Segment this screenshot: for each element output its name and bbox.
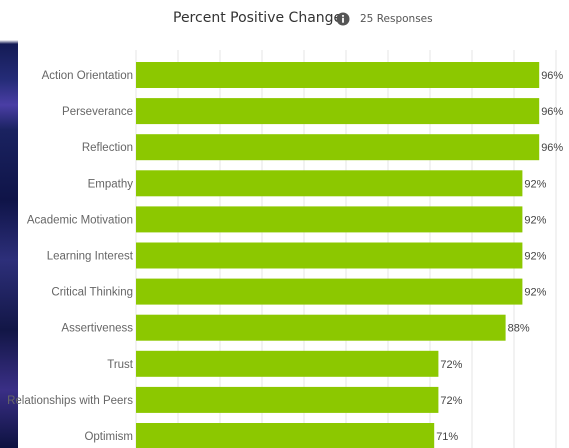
bar-row: Learning Interest 92% — [47, 242, 547, 269]
bar[interactable] — [136, 98, 540, 125]
chart-header: Percent Positive Change 25 Responses — [0, 0, 569, 40]
value-label: 92% — [524, 251, 546, 263]
category-label: Reflection — [82, 142, 133, 154]
value-label: 96% — [541, 70, 563, 82]
category-label: Empathy — [88, 178, 134, 190]
category-label: Academic Motivation — [27, 214, 133, 226]
bar[interactable] — [136, 423, 435, 448]
bar[interactable] — [136, 242, 523, 269]
category-label: Critical Thinking — [51, 287, 133, 299]
bar[interactable] — [136, 134, 540, 161]
category-label: Action Orientation — [42, 70, 133, 82]
bar[interactable] — [136, 278, 523, 305]
value-label: 92% — [524, 178, 546, 190]
bar-row: Reflection 96% — [82, 134, 563, 161]
bar-row: Trust 72% — [107, 350, 463, 377]
bar[interactable] — [136, 62, 540, 88]
value-label: 96% — [541, 142, 563, 154]
bar-row: Optimism 71% — [84, 423, 458, 448]
bar-row: Action Orientation 96% — [42, 62, 563, 88]
responses-count: 25 Responses — [360, 13, 433, 25]
bar[interactable] — [136, 350, 439, 377]
value-label: 96% — [541, 106, 563, 118]
bar-row: Empathy 92% — [88, 170, 547, 197]
background-photo — [0, 0, 18, 448]
category-label: Perseverance — [62, 106, 133, 118]
category-label: Trust — [107, 359, 134, 371]
value-label: 72% — [440, 395, 462, 407]
bar[interactable] — [136, 314, 506, 341]
category-label: Assertiveness — [61, 323, 133, 335]
category-label: Relationships with Peers — [7, 395, 133, 407]
bar[interactable] — [136, 206, 523, 233]
bar[interactable] — [136, 170, 523, 197]
bar-row: Critical Thinking 92% — [51, 278, 547, 305]
value-label: 92% — [524, 214, 546, 226]
bar-row: Assertiveness 88% — [61, 314, 530, 341]
bar-row: Perseverance 96% — [62, 98, 563, 125]
chart-title: Percent Positive Change — [173, 10, 343, 26]
value-label: 72% — [440, 359, 462, 371]
bar-row: Academic Motivation 92% — [27, 206, 547, 233]
value-label: 92% — [524, 287, 546, 299]
bar[interactable] — [136, 386, 439, 413]
category-label: Optimism — [84, 431, 133, 443]
bar-row: Relationships with Peers 72% — [7, 386, 463, 413]
value-label: 71% — [436, 431, 458, 443]
value-label: 88% — [508, 323, 530, 335]
category-label: Learning Interest — [47, 251, 134, 263]
info-icon[interactable] — [336, 12, 350, 26]
